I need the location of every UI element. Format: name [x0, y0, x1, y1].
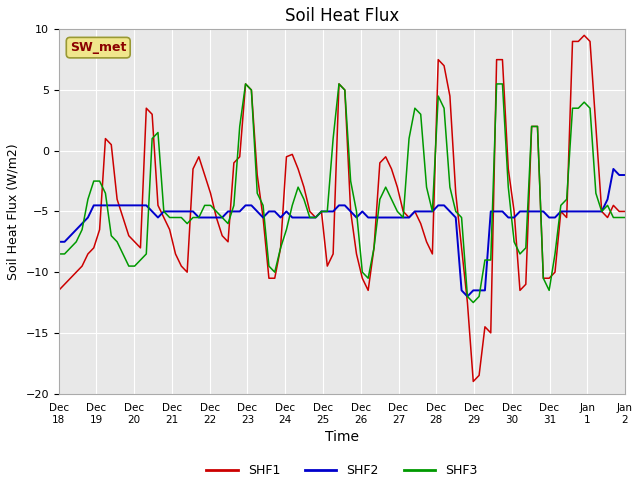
Y-axis label: Soil Heat Flux (W/m2): Soil Heat Flux (W/m2) [7, 143, 20, 280]
SHF2 [493, 208, 500, 214]
SHF3 [330, 136, 337, 142]
SHF3 [376, 196, 383, 202]
Text: SW_met: SW_met [70, 41, 127, 54]
SHF3 [55, 251, 63, 257]
Title: Soil Heat Flux: Soil Heat Flux [285, 7, 399, 25]
SHF3 [621, 215, 629, 220]
SHF2 [370, 215, 378, 220]
SHF2 [102, 203, 109, 208]
SHF2 [621, 172, 629, 178]
X-axis label: Time: Time [325, 431, 359, 444]
SHF2 [463, 294, 471, 300]
Line: SHF1: SHF1 [59, 36, 625, 382]
SHF1 [493, 57, 500, 62]
SHF1 [55, 288, 63, 293]
Line: SHF2: SHF2 [59, 169, 625, 297]
Line: SHF3: SHF3 [59, 84, 625, 302]
Legend: SHF1, SHF2, SHF3: SHF1, SHF2, SHF3 [202, 459, 483, 480]
SHF2 [609, 166, 617, 172]
SHF1 [90, 245, 97, 251]
SHF2 [411, 208, 419, 214]
SHF1 [370, 245, 378, 251]
SHF3 [90, 178, 97, 184]
SHF3 [417, 111, 424, 117]
SHF1 [621, 208, 629, 214]
SHF3 [102, 191, 109, 196]
SHF3 [469, 300, 477, 305]
SHF3 [242, 81, 250, 87]
SHF2 [323, 208, 331, 214]
SHF1 [580, 33, 588, 38]
SHF1 [102, 136, 109, 142]
SHF1 [411, 208, 419, 214]
SHF2 [90, 203, 97, 208]
SHF2 [55, 239, 63, 245]
SHF1 [323, 263, 331, 269]
SHF3 [499, 81, 506, 87]
SHF1 [469, 379, 477, 384]
